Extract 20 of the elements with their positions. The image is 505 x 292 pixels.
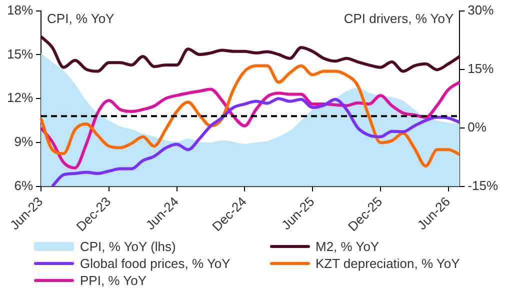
line-series [40, 64, 462, 168]
line-series [40, 35, 462, 73]
line-series [50, 97, 462, 186]
y2-tick-label: 0% [468, 119, 487, 134]
y-tick-label: 9% [14, 134, 34, 150]
legend-label: M2, % YoY [316, 238, 380, 255]
y2-tick-label: 15% [468, 60, 494, 76]
line-series [40, 80, 462, 170]
y2-axis-title: CPI drivers, % YoY [344, 10, 454, 26]
y-tick-label: 12% [6, 90, 34, 106]
y-tick-label: 18% [6, 2, 34, 18]
y-tick-label: 6% [14, 178, 34, 193]
y-axis-title: CPI, % YoY [47, 10, 115, 26]
y2-tick-label: -15% [468, 178, 498, 193]
y-tick-label: 15% [6, 46, 34, 62]
legend-label: CPI, % YoY (lhs) [80, 238, 176, 255]
y2-tick-label: 30% [468, 2, 494, 18]
legend-label: KZT depreciation, % YoY [316, 255, 460, 272]
legend-label: PPI, % YoY [80, 272, 146, 289]
legend-label: Global food prices, % YoY [80, 255, 230, 272]
